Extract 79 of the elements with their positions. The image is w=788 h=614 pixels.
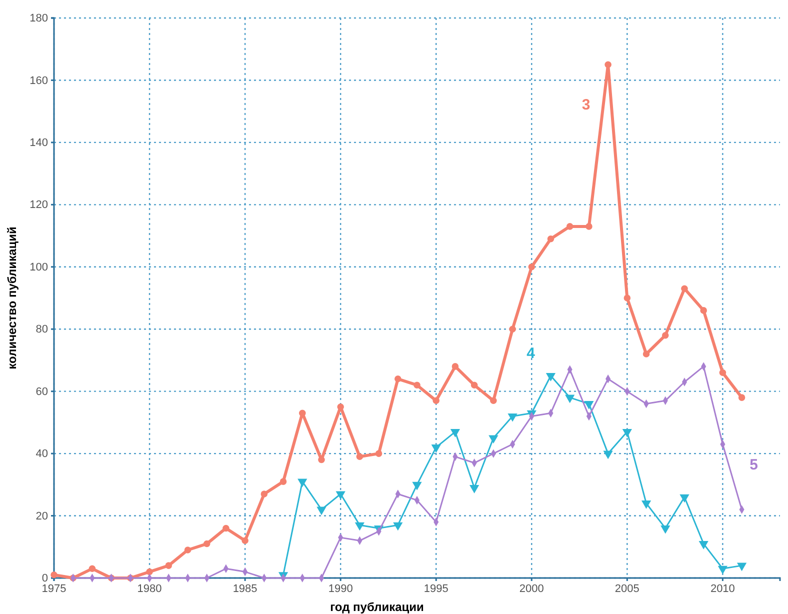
point bbox=[547, 236, 554, 242]
point bbox=[738, 394, 746, 401]
point bbox=[184, 546, 192, 554]
point bbox=[660, 525, 670, 534]
point bbox=[222, 524, 230, 532]
point bbox=[50, 572, 58, 578]
x-axis-title: год публикации bbox=[330, 600, 424, 614]
point bbox=[242, 537, 248, 544]
x-tick-label: 1990 bbox=[328, 582, 353, 595]
point bbox=[88, 565, 96, 572]
y-axis-title: количество публикаций bbox=[5, 226, 19, 370]
point bbox=[546, 373, 556, 382]
point bbox=[604, 61, 612, 68]
point bbox=[393, 522, 403, 531]
point bbox=[450, 429, 460, 438]
series-label: 5 bbox=[750, 456, 758, 474]
y-tick-label: 20 bbox=[36, 510, 48, 522]
x-tick-label: 2010 bbox=[710, 582, 735, 595]
x-tick-label: 1995 bbox=[424, 582, 448, 595]
point bbox=[509, 326, 516, 332]
y-tick-label: 160 bbox=[30, 74, 48, 87]
point bbox=[298, 410, 306, 416]
point bbox=[394, 376, 402, 382]
point bbox=[318, 456, 325, 464]
y-tick-label: 60 bbox=[36, 386, 48, 398]
x-tick-label: 2005 bbox=[614, 582, 640, 595]
x-tick-label: 1975 bbox=[42, 582, 66, 595]
y-tick-label: 0 bbox=[42, 572, 48, 585]
point bbox=[165, 562, 172, 569]
point bbox=[566, 223, 574, 230]
point bbox=[624, 294, 631, 302]
point bbox=[203, 540, 210, 548]
series-label: 3 bbox=[582, 96, 590, 114]
point bbox=[641, 500, 652, 509]
point bbox=[584, 401, 594, 410]
point bbox=[316, 506, 326, 516]
point bbox=[431, 444, 441, 453]
point bbox=[412, 482, 422, 490]
point bbox=[354, 522, 364, 531]
y-tick-label: 140 bbox=[30, 136, 48, 149]
point bbox=[603, 450, 613, 460]
point bbox=[622, 429, 632, 438]
series-label: 4 bbox=[526, 344, 536, 362]
point bbox=[298, 478, 308, 488]
point bbox=[680, 494, 690, 503]
y-tick-label: 100 bbox=[30, 261, 48, 274]
point bbox=[718, 566, 728, 574]
point bbox=[280, 478, 287, 485]
point bbox=[586, 223, 592, 230]
y-tick-label: 120 bbox=[30, 199, 48, 212]
x-tick-label: 1985 bbox=[232, 582, 258, 595]
point bbox=[736, 562, 747, 572]
y-tick-label: 180 bbox=[30, 12, 48, 25]
point bbox=[528, 264, 536, 270]
point bbox=[719, 369, 726, 376]
point bbox=[356, 453, 364, 460]
y-tick-label: 80 bbox=[36, 324, 48, 336]
point bbox=[337, 404, 344, 410]
point bbox=[700, 307, 707, 314]
point bbox=[488, 435, 498, 444]
x-tick-label: 1980 bbox=[137, 582, 162, 595]
point bbox=[414, 382, 420, 388]
point bbox=[470, 485, 480, 494]
point bbox=[698, 541, 708, 550]
point bbox=[490, 397, 497, 404]
point bbox=[260, 490, 268, 498]
point bbox=[452, 363, 459, 370]
point bbox=[375, 450, 382, 457]
point bbox=[642, 350, 650, 358]
point bbox=[681, 285, 688, 292]
y-tick-label: 40 bbox=[36, 448, 48, 460]
point bbox=[565, 394, 575, 404]
point bbox=[146, 568, 153, 576]
point bbox=[508, 413, 518, 422]
point bbox=[470, 382, 478, 388]
point bbox=[432, 397, 440, 404]
x-tick-label: 2000 bbox=[519, 582, 544, 595]
point bbox=[336, 491, 346, 500]
point bbox=[662, 332, 669, 339]
